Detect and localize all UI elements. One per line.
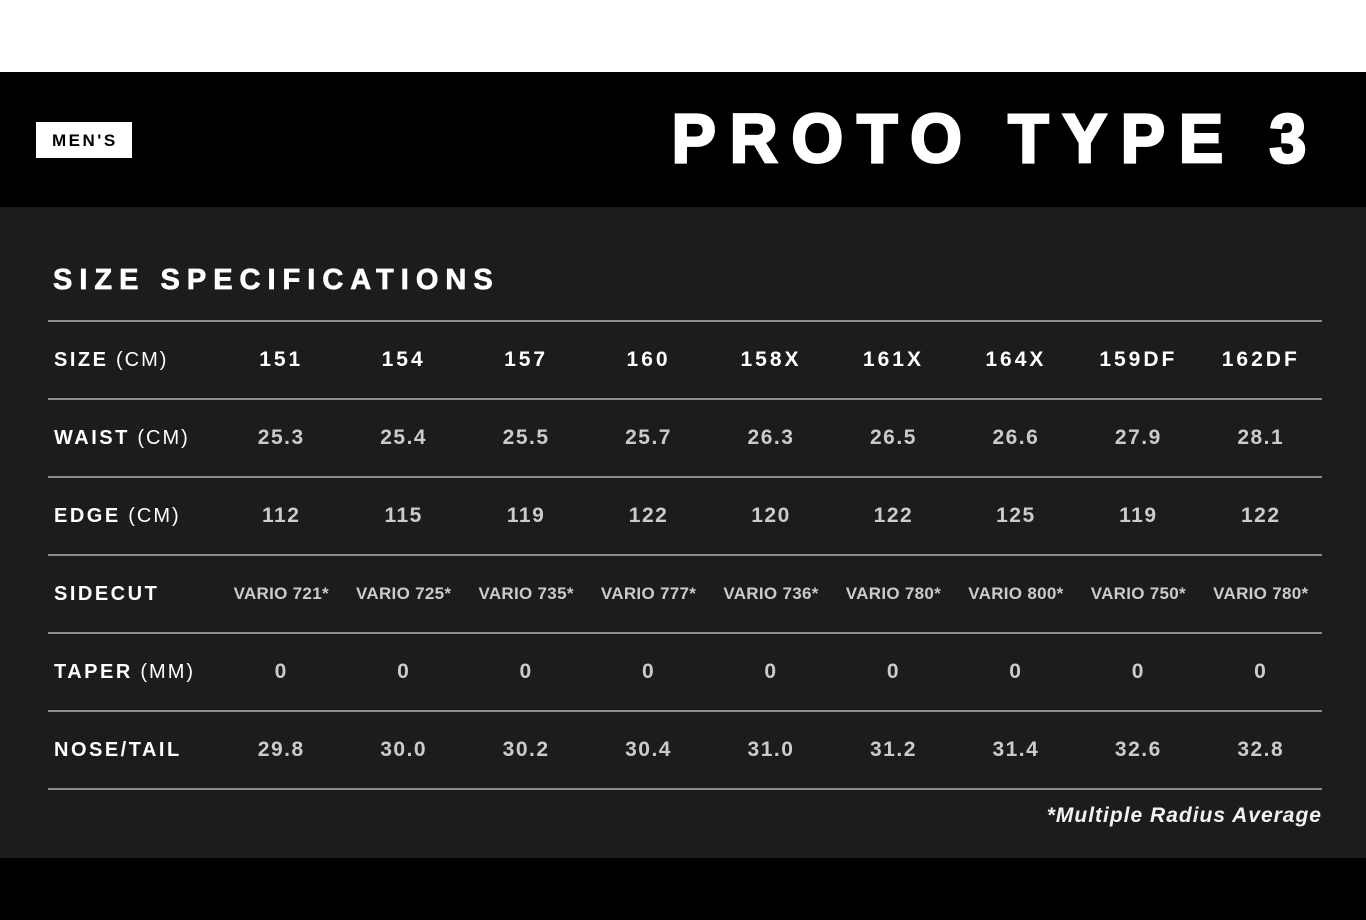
spec-value: 119 — [1119, 504, 1158, 528]
spec-value: 31.0 — [747, 738, 795, 762]
spec-value: 0 — [1131, 660, 1145, 684]
gender-badge: MEN'S — [36, 121, 132, 158]
spec-value: 26.3 — [747, 426, 795, 450]
footnote: *Multiple Radius Average — [1046, 803, 1322, 827]
row-label: WAIST (CM) — [54, 426, 190, 449]
spec-row-taper: TAPER (MM) 0 0 0 0 0 0 0 0 0 — [48, 634, 1322, 712]
row-unit: (CM) — [108, 348, 169, 371]
spec-value: 112 — [262, 504, 301, 528]
spec-value: 160 — [626, 348, 671, 372]
spec-value: 30.0 — [380, 738, 428, 762]
spec-value: 159DF — [1099, 348, 1178, 372]
spec-value: 151 — [259, 348, 304, 372]
spec-row-nose-tail: NOSE/TAIL 29.8 30.0 30.2 30.4 31.0 31.2 31.4 32.… — [48, 712, 1322, 790]
row-label: EDGE (CM) — [54, 504, 181, 527]
row-unit: (MM) — [132, 660, 196, 683]
spec-value: 154 — [381, 348, 426, 372]
spec-value: 158X — [740, 348, 802, 372]
spec-value: 125 — [996, 504, 1036, 528]
spec-value: 0 — [397, 660, 411, 684]
spec-value: 27.9 — [1114, 426, 1162, 450]
spec-value: 120 — [751, 504, 791, 528]
spec-value: 0 — [274, 660, 288, 684]
spec-value: 32.8 — [1237, 738, 1285, 762]
spec-row-waist: WAIST (CM) 25.3 25.4 25.5 25.7 26.3 26.5 26.6 27… — [48, 400, 1322, 478]
spec-value: 122 — [1240, 504, 1281, 528]
spec-value: 28.1 — [1237, 426, 1285, 450]
size-spec-table: SIZE (CM) 151 154 157 160 158X 161X 164X 159DF 16… — [48, 319, 1322, 790]
spec-value: 119 — [506, 504, 546, 528]
spec-value: 30.4 — [625, 738, 672, 762]
spec-value: 122 — [628, 504, 669, 528]
spec-value: 115 — [384, 504, 423, 528]
spec-value: 0 — [519, 660, 533, 684]
spec-row-edge: EDGE (CM) 112 115 119 122 120 122 125 119 122 — [48, 478, 1322, 556]
spec-value: VARIO 780* — [1213, 584, 1309, 604]
spec-value: 26.5 — [870, 426, 917, 450]
top-white-strip — [0, 0, 1366, 72]
section-title: SIZE SPECIFICATIONS — [53, 264, 500, 297]
spec-value: VARIO 736* — [723, 584, 819, 604]
row-label: SIZE (CM) — [54, 348, 169, 371]
spec-row-sidecut: SIDECUT VARIO 721* VARIO 725* VARIO 735* VAR… — [48, 556, 1322, 634]
product-title: PROTO TYPE 3 — [670, 101, 1320, 177]
spec-row-size: SIZE (CM) 151 154 157 160 158X 161X 164X 159DF 16… — [48, 322, 1322, 400]
row-label: TAPER (MM) — [54, 660, 196, 683]
spec-value: VARIO 735* — [478, 584, 574, 604]
row-unit: (CM) — [120, 504, 181, 527]
spec-value: 29.8 — [257, 738, 305, 762]
spec-value: 31.4 — [992, 738, 1040, 762]
spec-value: 122 — [873, 504, 914, 528]
spec-value: 161X — [862, 348, 924, 372]
spec-value: 26.6 — [992, 426, 1040, 450]
spec-value: VARIO 721* — [233, 584, 329, 604]
spec-value: 0 — [641, 660, 656, 684]
spec-value: VARIO 780* — [845, 584, 942, 604]
spec-value: 25.5 — [502, 426, 550, 450]
row-unit: (CM) — [129, 426, 190, 449]
row-label: NOSE/TAIL — [54, 738, 182, 761]
spec-value: VARIO 750* — [1090, 584, 1186, 604]
bottom-black-strip — [0, 858, 1366, 920]
spec-value: 25.3 — [257, 426, 305, 450]
spec-value: VARIO 800* — [968, 584, 1064, 604]
spec-value: 0 — [886, 660, 901, 684]
spec-panel: SIZE SPECIFICATIONS SIZE (CM) 151 154 157 16… — [0, 207, 1366, 858]
row-label: SIDECUT — [54, 582, 160, 605]
spec-value: 162DF — [1221, 348, 1300, 372]
spec-value: 0 — [764, 660, 778, 684]
spec-value: 25.4 — [380, 426, 428, 450]
spec-value: 25.7 — [625, 426, 672, 450]
header-band: MEN'S PROTO TYPE 3 — [0, 72, 1366, 207]
spec-value: 32.6 — [1114, 738, 1162, 762]
spec-value: VARIO 777* — [600, 584, 697, 604]
spec-value: 30.2 — [502, 738, 550, 762]
spec-value: 31.2 — [870, 738, 917, 762]
spec-value: 0 — [1254, 660, 1268, 684]
spec-value: 0 — [1009, 660, 1023, 684]
spec-value: 157 — [504, 348, 549, 372]
spec-value: VARIO 725* — [356, 584, 452, 604]
spec-value: 164X — [985, 348, 1047, 372]
